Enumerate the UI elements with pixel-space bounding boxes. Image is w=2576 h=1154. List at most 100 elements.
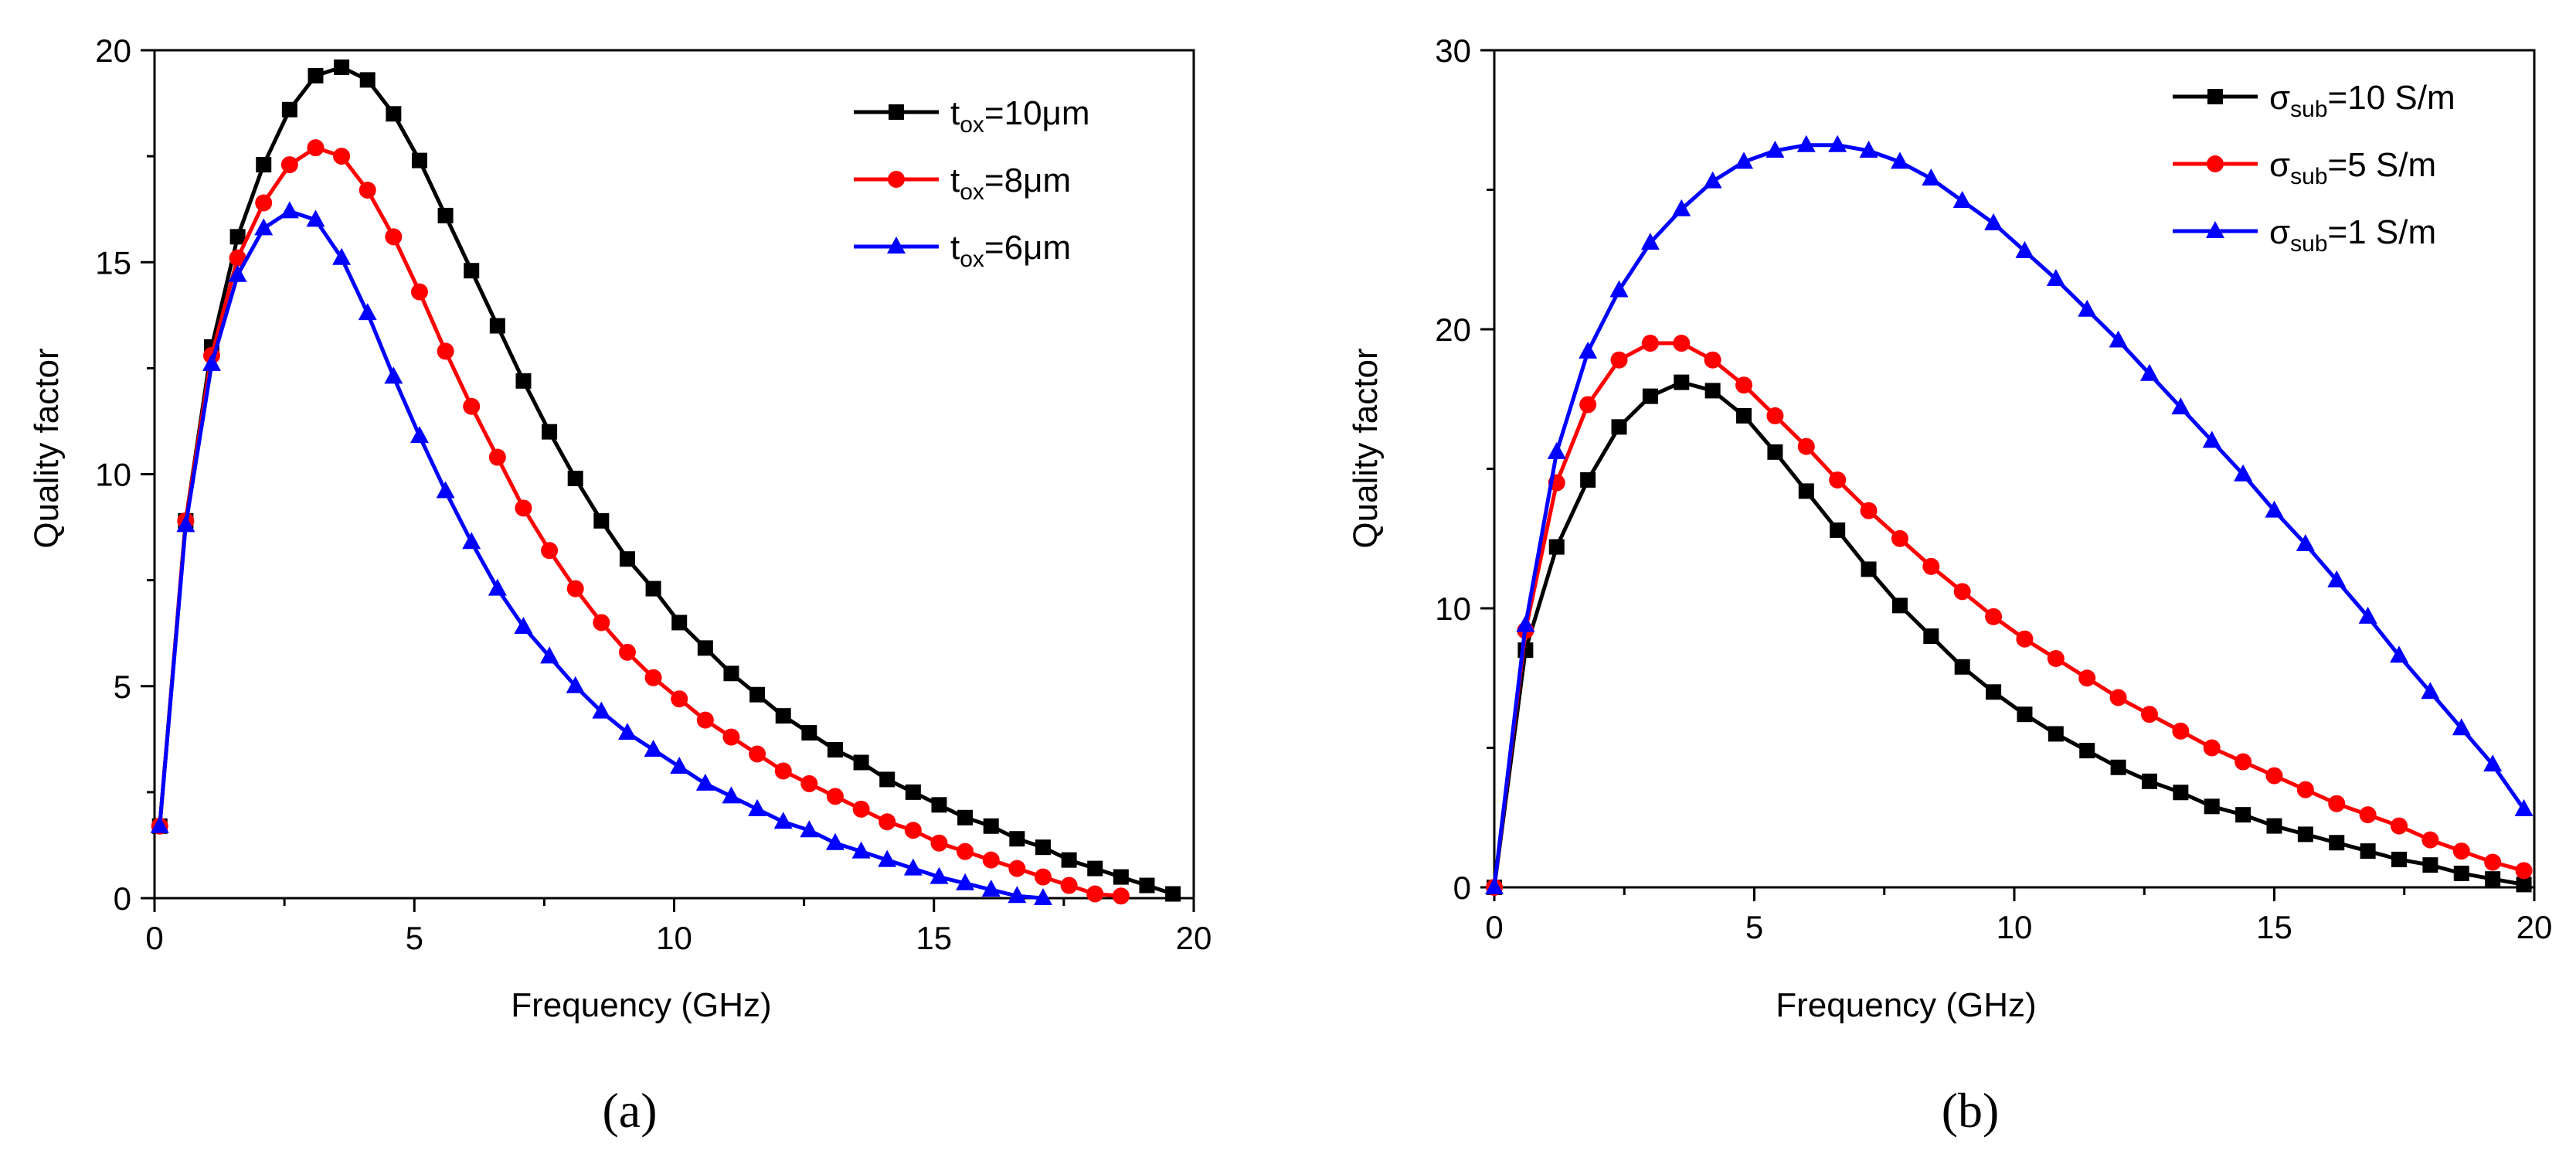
chart-a-marks: 0 5 10 15 20 0 5 10 15 20 tox=10μm tox=8μm tox=6μm bbox=[95, 32, 1212, 956]
data-point bbox=[1797, 437, 1815, 455]
data-point bbox=[386, 106, 402, 122]
data-point bbox=[256, 157, 272, 173]
data-point bbox=[280, 201, 299, 219]
data-point bbox=[1703, 171, 1722, 189]
data-point bbox=[930, 834, 948, 852]
data-point bbox=[2359, 806, 2377, 824]
x-tick-label: 0 bbox=[1485, 909, 1503, 945]
data-point bbox=[2421, 831, 2439, 849]
x-tick-label: 15 bbox=[2256, 909, 2292, 945]
data-point bbox=[1642, 388, 1658, 404]
data-point bbox=[748, 798, 767, 816]
data-point bbox=[1086, 885, 1104, 903]
x-tick-label: 20 bbox=[2517, 909, 2553, 945]
data-point bbox=[462, 532, 481, 550]
data-point bbox=[878, 813, 896, 831]
data-point bbox=[1640, 233, 1660, 250]
data-point bbox=[567, 470, 583, 486]
data-point bbox=[1087, 860, 1103, 877]
data-point bbox=[1984, 213, 2003, 230]
x-tick-label: 5 bbox=[1745, 909, 1763, 945]
data-point bbox=[957, 843, 974, 860]
data-point bbox=[593, 614, 610, 631]
data-point bbox=[2046, 269, 2065, 287]
y-tick-label: 5 bbox=[114, 669, 131, 705]
data-point bbox=[827, 742, 843, 758]
data-point bbox=[1060, 877, 1078, 894]
data-point bbox=[749, 745, 766, 763]
data-point bbox=[645, 580, 661, 597]
data-point bbox=[1923, 628, 1939, 645]
legend-marker-1 bbox=[2207, 89, 2223, 104]
y-tick-label: 0 bbox=[114, 880, 131, 917]
data-point bbox=[2109, 689, 2127, 706]
data-point bbox=[1034, 868, 1052, 886]
data-point bbox=[540, 646, 559, 664]
chart-b-marks: 0 5 10 15 20 0 10 20 30 σsub=10 S/m σsub=5 S/m σsub… bbox=[1435, 32, 2552, 945]
data-point bbox=[2141, 773, 2157, 789]
y-axis-label: Quality factor bbox=[1347, 348, 1385, 548]
x-axis-label: Frequency (GHz) bbox=[1776, 986, 2036, 1024]
data-point bbox=[1985, 608, 2003, 625]
legend-label-3: tox=6μm bbox=[950, 229, 1071, 272]
data-point bbox=[1829, 471, 1847, 488]
data-point bbox=[436, 481, 455, 499]
legend-label-1: tox=10μm bbox=[950, 94, 1090, 138]
legend-marker-2 bbox=[2207, 155, 2224, 172]
data-point bbox=[1765, 140, 1785, 158]
data-point bbox=[1579, 341, 1598, 359]
x-tick-label: 10 bbox=[656, 920, 692, 956]
data-point bbox=[1674, 374, 1690, 390]
data-point bbox=[774, 762, 792, 780]
data-point bbox=[2485, 871, 2501, 887]
data-point bbox=[2234, 753, 2252, 771]
data-point bbox=[384, 366, 403, 384]
data-point bbox=[255, 194, 273, 212]
data-point bbox=[723, 666, 739, 682]
data-point bbox=[2204, 798, 2220, 815]
legend-marker-1 bbox=[889, 104, 904, 120]
data-point bbox=[542, 424, 558, 440]
data-point bbox=[773, 812, 793, 829]
data-point bbox=[1008, 860, 1026, 877]
data-point bbox=[254, 218, 274, 236]
data-point bbox=[229, 229, 246, 245]
data-point bbox=[931, 797, 947, 813]
y-tick-label: 20 bbox=[95, 32, 131, 69]
data-point bbox=[671, 614, 688, 631]
data-point bbox=[229, 249, 246, 267]
data-point bbox=[1673, 335, 1691, 352]
data-point bbox=[385, 228, 403, 246]
data-point bbox=[464, 263, 480, 279]
data-point bbox=[957, 809, 974, 826]
data-point bbox=[1548, 539, 1565, 555]
data-point bbox=[1139, 877, 1155, 894]
data-point bbox=[515, 373, 532, 389]
data-point bbox=[2516, 877, 2532, 893]
data-point bbox=[1485, 877, 1504, 894]
data-point bbox=[1547, 441, 1566, 459]
data-point bbox=[2328, 795, 2346, 812]
data-point bbox=[2202, 431, 2221, 448]
data-point bbox=[411, 152, 427, 169]
data-point bbox=[1735, 376, 1753, 394]
data-point bbox=[358, 303, 377, 321]
data-point bbox=[437, 207, 454, 223]
data-point bbox=[1891, 597, 1908, 614]
data-point bbox=[722, 728, 740, 746]
data-point bbox=[2203, 739, 2221, 757]
data-point bbox=[1008, 886, 1027, 904]
data-point bbox=[410, 283, 428, 301]
data-point bbox=[801, 725, 817, 741]
data-point bbox=[1736, 407, 1752, 424]
x-axis-label: Frequency (GHz) bbox=[511, 986, 771, 1024]
series-line-3 bbox=[1492, 143, 2526, 888]
data-point bbox=[489, 318, 505, 334]
data-point bbox=[2017, 706, 2033, 723]
data-point bbox=[670, 756, 689, 774]
data-point bbox=[2078, 669, 2096, 687]
data-point bbox=[2514, 798, 2534, 816]
data-point bbox=[1860, 502, 1878, 519]
data-point bbox=[1986, 684, 2002, 700]
data-point bbox=[333, 148, 351, 165]
